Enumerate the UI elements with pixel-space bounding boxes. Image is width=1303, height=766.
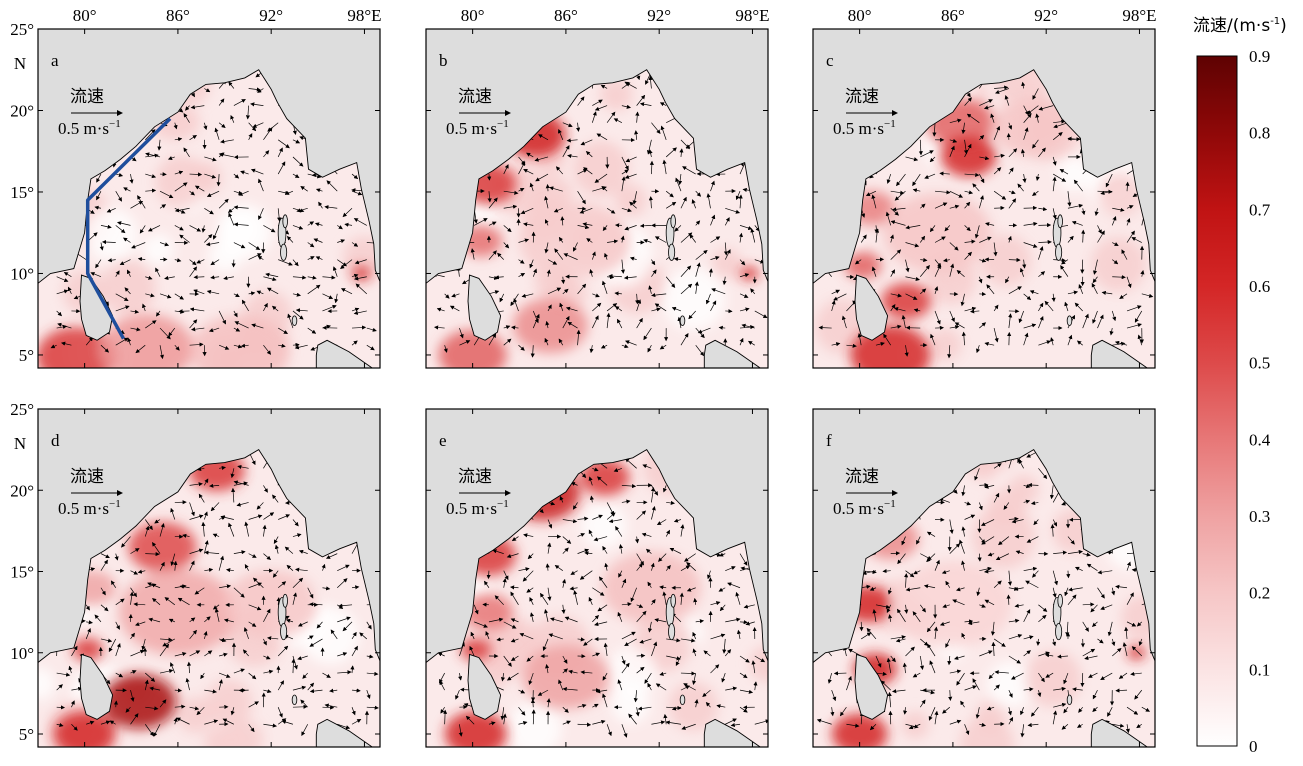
island xyxy=(1056,244,1062,260)
island xyxy=(1067,316,1072,326)
x-tick-label: 98°E xyxy=(1122,6,1156,25)
colorbar-tick-label: 0.1 xyxy=(1249,660,1270,679)
y-top-label: 25° xyxy=(10,20,34,39)
y-tick-label: 10° xyxy=(10,644,34,663)
x-tick-label: 92° xyxy=(259,6,283,25)
speed-hotspot xyxy=(445,711,507,757)
colorbar-tick-label: 0.3 xyxy=(1249,507,1270,526)
y-top-unit: N xyxy=(14,434,26,453)
colorbar-title: 流速/(m·s-1) xyxy=(1193,16,1287,36)
reference-arrow-title: 流速 xyxy=(845,467,879,487)
colorbar-tick-label: 0.8 xyxy=(1249,124,1270,143)
speed-hotspot xyxy=(832,714,888,755)
speed-hotspot xyxy=(225,570,318,638)
island xyxy=(669,244,675,260)
x-tick-label: 86° xyxy=(554,6,578,25)
speed-hotspot xyxy=(602,551,701,624)
island xyxy=(1058,215,1063,228)
speed-hotspot xyxy=(940,136,996,177)
speed-hotspot xyxy=(352,267,371,281)
speed-hotspot xyxy=(119,569,237,655)
speed-hotspot xyxy=(881,283,931,320)
y-tick-label: 20° xyxy=(10,101,34,120)
x-tick-label: 98°E xyxy=(735,6,769,25)
speed-hotspot xyxy=(883,193,992,273)
x-tick-label: 80° xyxy=(461,6,485,25)
y-tick-label: 10° xyxy=(10,264,34,283)
colorbar-ticks: 0 0.1 0.2 0.3 0.4 0.5 0.6 0.7 0.8 0.9 xyxy=(1249,47,1271,756)
x-tick-label: 92° xyxy=(1034,6,1058,25)
x-tick-label: 80° xyxy=(848,6,872,25)
speed-hotspot xyxy=(438,330,506,380)
colorbar-tick-label: 0.5 xyxy=(1249,354,1270,373)
colorbar: 流速/(m·s-1) 0 0.1 0.2 0.3 0.4 0.5 0.6 0.7 0.8 0.9 xyxy=(1193,16,1287,756)
island xyxy=(281,244,287,260)
y-tick-label: 20° xyxy=(10,481,34,500)
colorbar-tick-label: 0.4 xyxy=(1249,430,1271,449)
current-arrow xyxy=(637,656,645,657)
y-tick-label: 5° xyxy=(19,725,34,744)
island xyxy=(1056,624,1062,640)
speed-hotspot xyxy=(522,645,609,709)
x-tick-label: 98°E xyxy=(347,6,381,25)
y-top-label: 25° xyxy=(10,400,34,419)
y-tick-label: 5° xyxy=(19,346,34,365)
speed-hotspot xyxy=(190,315,289,388)
reference-arrow-title: 流速 xyxy=(845,87,879,107)
reference-arrow-title: 流速 xyxy=(458,87,492,107)
island xyxy=(671,215,676,228)
panel-label: b xyxy=(439,51,448,70)
panel-label: a xyxy=(51,51,59,70)
island xyxy=(1058,594,1063,607)
speed-hotspot xyxy=(54,711,116,757)
colorbar-title-sup: -1 xyxy=(1270,16,1280,27)
speed-hotspot xyxy=(894,561,1012,647)
island xyxy=(680,316,685,326)
y-tick-label: 15° xyxy=(10,563,34,582)
reference-arrow-title: 流速 xyxy=(70,87,104,107)
y-top-unit: N xyxy=(14,54,26,73)
colorbar-bar xyxy=(1197,56,1237,746)
panel-label: f xyxy=(826,431,832,450)
speed-hotspot xyxy=(1127,646,1146,660)
island xyxy=(1067,695,1072,705)
speed-hotspot xyxy=(102,674,177,729)
x-tick-label: 86° xyxy=(941,6,965,25)
panel-label: c xyxy=(826,51,834,70)
x-tick-label: 92° xyxy=(647,6,671,25)
island xyxy=(283,215,288,228)
colorbar-tick-label: 0.9 xyxy=(1249,47,1270,66)
reference-arrow-title: 流速 xyxy=(458,467,492,487)
colorbar-tick-label: 0.2 xyxy=(1249,584,1270,603)
colorbar-tick-label: 0 xyxy=(1249,737,1258,756)
island xyxy=(283,594,288,607)
speed-hotspot xyxy=(740,267,759,281)
x-tick-label: 80° xyxy=(73,6,97,25)
island xyxy=(292,316,297,326)
island xyxy=(671,594,676,607)
y-tick-label: 15° xyxy=(10,183,34,202)
panel-label: d xyxy=(51,431,60,450)
colorbar-tick-label: 0.6 xyxy=(1249,277,1270,296)
island xyxy=(292,695,297,705)
reference-arrow-title: 流速 xyxy=(70,467,104,487)
speed-hotspot xyxy=(519,201,628,281)
x-tick-label: 86° xyxy=(166,6,190,25)
island xyxy=(281,624,287,640)
colorbar-tick-label: 0.7 xyxy=(1249,200,1271,219)
island xyxy=(680,695,685,705)
island xyxy=(669,624,675,640)
panel-label: e xyxy=(439,431,447,450)
